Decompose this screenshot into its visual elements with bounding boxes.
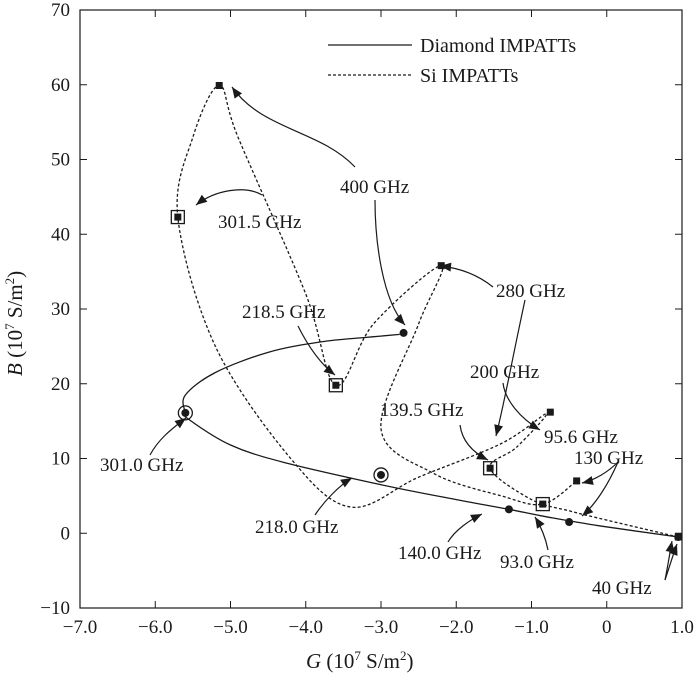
arrowhead xyxy=(440,262,452,272)
diamond-point xyxy=(377,470,385,479)
arrowhead xyxy=(196,194,208,205)
arrowhead xyxy=(476,451,488,460)
y-tick-label: 20 xyxy=(51,374,70,395)
annotation-label: 139.5 GHz xyxy=(380,400,463,421)
arrowhead xyxy=(340,478,352,488)
y-tick-label: 50 xyxy=(51,150,70,171)
annotation-label: 400 GHz xyxy=(340,177,409,198)
annotation-arrow xyxy=(459,424,489,461)
si-point xyxy=(486,464,494,472)
plot-frame xyxy=(79,9,683,609)
si-point-box xyxy=(482,461,498,476)
x-tick-label: 0 xyxy=(602,617,612,638)
arrowhead xyxy=(535,517,545,529)
series-line-diamond xyxy=(182,333,679,538)
y-tick-label: 10 xyxy=(51,449,70,470)
annotation-arrow xyxy=(374,199,406,326)
x-tick-label: −5.0 xyxy=(213,617,247,638)
annotation-arrow xyxy=(495,299,526,437)
annotation-label: 280 GHz xyxy=(496,281,565,302)
si-point xyxy=(546,408,554,416)
si-point xyxy=(215,81,223,89)
y-tick-label: −10 xyxy=(40,598,70,619)
arrowhead xyxy=(669,544,678,556)
arrowhead xyxy=(323,364,335,375)
si-point-box xyxy=(328,378,344,393)
diamond-point xyxy=(181,408,190,417)
si-point-box xyxy=(170,209,185,225)
arrowhead xyxy=(582,476,594,485)
series-layer xyxy=(176,84,679,538)
si-point xyxy=(332,381,340,389)
si-point xyxy=(573,477,581,485)
x-tick-label: −4.0 xyxy=(289,617,323,638)
annotation-label: 93.0 GHz xyxy=(500,552,574,573)
diamond-point xyxy=(399,328,408,337)
diamond-point xyxy=(565,518,574,527)
si-point xyxy=(674,533,682,541)
y-tick-label: 30 xyxy=(51,299,70,320)
annotation-label: 95.6 GHz xyxy=(544,427,618,448)
series-line-si xyxy=(176,84,679,538)
legend: Diamond IMPATTs Si IMPATTs xyxy=(328,35,576,87)
arrowhead xyxy=(494,424,503,436)
diamond-point-ring xyxy=(177,405,194,421)
arrowhead xyxy=(394,313,405,325)
si-point xyxy=(539,500,547,508)
annotation-arrows xyxy=(149,86,678,581)
arrowhead xyxy=(174,418,186,429)
x-tick-label: −6.0 xyxy=(138,617,172,638)
y-axis-label: B (107 S/m2) xyxy=(2,271,27,376)
y-tick-label: 40 xyxy=(51,224,70,245)
diamond-point xyxy=(504,505,513,514)
arrowhead xyxy=(528,420,540,430)
x-tick-label: 1.0 xyxy=(670,617,694,638)
legend-label-si: Si IMPATTs xyxy=(420,65,519,87)
si-point-box xyxy=(535,496,550,512)
annotation-labels: 400 GHz 301.5 GHz 280 GHz 218.5 GHz 200 GHz 1… xyxy=(100,177,652,599)
annotation-label: 218.0 GHz xyxy=(255,517,338,538)
annotation-label: 40 GHz xyxy=(592,578,652,599)
x-axis-label: G (107 S/m2) xyxy=(306,648,414,673)
annotation-arrow xyxy=(195,189,263,206)
y-tick-label: 0 xyxy=(61,523,71,544)
arrowhead xyxy=(470,514,482,523)
diamond-point-ring xyxy=(373,467,389,483)
arrowhead xyxy=(232,87,242,99)
si-point xyxy=(174,213,182,221)
annotation-label: 301.0 GHz xyxy=(100,455,183,476)
y-tick-label: 70 xyxy=(51,0,70,21)
x-tick-label: −7.0 xyxy=(63,617,97,638)
annotation-label: 200 GHz xyxy=(470,362,539,383)
x-tick-label: −3.0 xyxy=(364,617,398,638)
annotation-label: 140.0 GHz xyxy=(398,543,481,564)
x-tick-label: −1.0 xyxy=(514,617,548,638)
x-tick-label: −2.0 xyxy=(439,617,473,638)
axis-ticks: −7.0 −6.0 −5.0 −4.0 −3.0 −2.0 −1.0 0 1.0 −10 0 10 20… xyxy=(40,0,694,638)
annotation-arrow xyxy=(231,86,356,168)
annotation-label: 130 GHz xyxy=(574,448,643,469)
annotation-label: 218.5 GHz xyxy=(242,302,325,323)
arrowhead xyxy=(582,505,594,516)
annotation-label: 301.5 GHz xyxy=(218,212,301,233)
legend-label-diamond: Diamond IMPATTs xyxy=(420,35,576,57)
y-tick-label: 60 xyxy=(51,75,70,96)
